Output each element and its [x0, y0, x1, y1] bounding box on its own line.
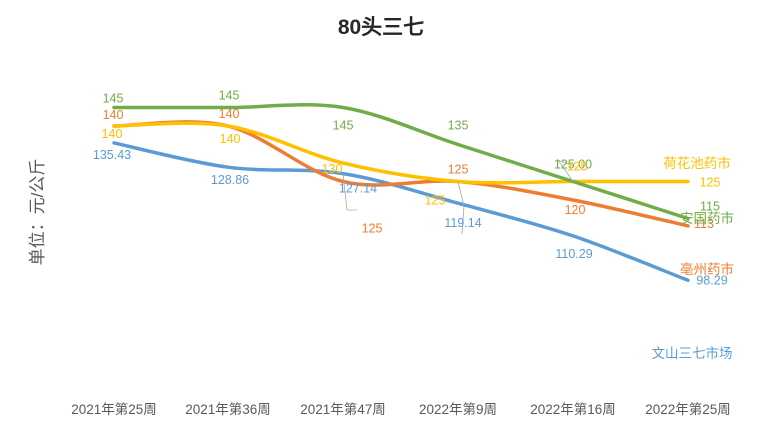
series-name-label: 安国药市 — [680, 210, 734, 226]
series-lines — [112, 103, 690, 283]
data-label: 125 — [448, 163, 469, 177]
data-label: 125 — [362, 222, 383, 236]
label-connectors — [342, 159, 574, 235]
label-leader-line — [457, 181, 465, 235]
chart-title: 80头三七 — [338, 16, 424, 39]
label-leader-line — [556, 159, 574, 182]
data-label: 145 — [219, 89, 240, 103]
x-axis: 2021年第25周 2021年第36周 2021年第47周 2022年第9周 2022年… — [71, 401, 731, 417]
data-label: 140 — [103, 108, 124, 122]
data-label: 125.00 — [554, 158, 592, 172]
data-labels: 145 145 145 135 125.00 115 140 140 125 125 120 113 1… — [93, 89, 728, 288]
data-label: 115 — [700, 200, 720, 214]
data-label: 140 — [219, 107, 240, 121]
data-label: 130 — [322, 162, 343, 176]
data-label: 98.29 — [696, 273, 727, 287]
x-tick-label: 2021年第25周 — [71, 401, 157, 417]
data-label: 119.14 — [444, 216, 481, 230]
data-label: 135 — [448, 119, 469, 133]
data-label: 125 — [700, 176, 721, 190]
x-tick-label: 2022年第25周 — [645, 401, 731, 417]
data-label: 145 — [333, 119, 354, 133]
data-label: 125 — [425, 194, 446, 208]
series-name-label: 荷花池药市 — [663, 155, 731, 171]
data-label: 145 — [103, 92, 124, 106]
series-line — [112, 121, 690, 185]
series-line — [112, 103, 690, 221]
series-name-label: 文山三七市场 — [652, 345, 733, 361]
data-label: 120 — [565, 203, 586, 217]
data-label: 140 — [102, 127, 123, 141]
data-label: 127.14 — [339, 182, 377, 196]
data-label: 113 — [694, 217, 714, 231]
x-tick-label: 2021年第47周 — [300, 401, 386, 417]
data-label: 140 — [220, 132, 241, 146]
series-line — [112, 141, 690, 283]
data-label: 135.43 — [93, 148, 131, 162]
x-tick-label: 2022年第9周 — [419, 401, 497, 417]
y-axis-label: 单位：元/公斤 — [28, 159, 47, 266]
x-tick-label: 2021年第36周 — [185, 401, 271, 417]
x-tick-label: 2022年第16周 — [530, 401, 616, 417]
label-leader-line — [342, 173, 357, 211]
data-label: 110.29 — [555, 247, 592, 261]
data-label: 125 — [567, 160, 588, 174]
series-name-label: 亳州药市 — [680, 261, 734, 277]
data-label: 128.86 — [211, 173, 249, 187]
